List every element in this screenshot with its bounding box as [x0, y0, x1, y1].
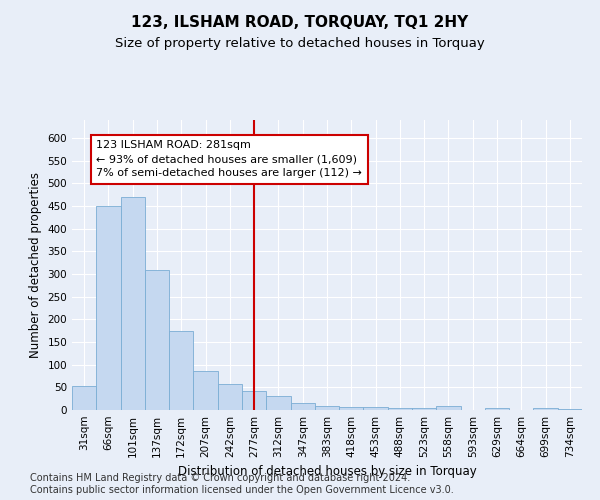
Bar: [96, 206, 121, 410]
Bar: [266, 396, 290, 410]
Bar: [193, 370, 218, 410]
Text: Size of property relative to detached houses in Torquay: Size of property relative to detached ho…: [115, 38, 485, 51]
Bar: [72, 386, 96, 410]
X-axis label: Distribution of detached houses by size in Torquay: Distribution of detached houses by size …: [178, 466, 476, 478]
Bar: [485, 408, 509, 410]
Bar: [533, 408, 558, 410]
Bar: [315, 406, 339, 410]
Bar: [290, 403, 315, 410]
Bar: [364, 407, 388, 410]
Text: Contains HM Land Registry data © Crown copyright and database right 2024.
Contai: Contains HM Land Registry data © Crown c…: [30, 474, 454, 495]
Bar: [242, 390, 266, 410]
Bar: [388, 408, 412, 410]
Bar: [412, 408, 436, 410]
Bar: [169, 330, 193, 410]
Y-axis label: Number of detached properties: Number of detached properties: [29, 172, 42, 358]
Bar: [558, 409, 582, 410]
Text: 123, ILSHAM ROAD, TORQUAY, TQ1 2HY: 123, ILSHAM ROAD, TORQUAY, TQ1 2HY: [131, 15, 469, 30]
Bar: [436, 406, 461, 410]
Bar: [339, 407, 364, 410]
Text: 123 ILSHAM ROAD: 281sqm
← 93% of detached houses are smaller (1,609)
7% of semi-: 123 ILSHAM ROAD: 281sqm ← 93% of detache…: [96, 140, 362, 178]
Bar: [145, 270, 169, 410]
Bar: [218, 384, 242, 410]
Bar: [121, 197, 145, 410]
